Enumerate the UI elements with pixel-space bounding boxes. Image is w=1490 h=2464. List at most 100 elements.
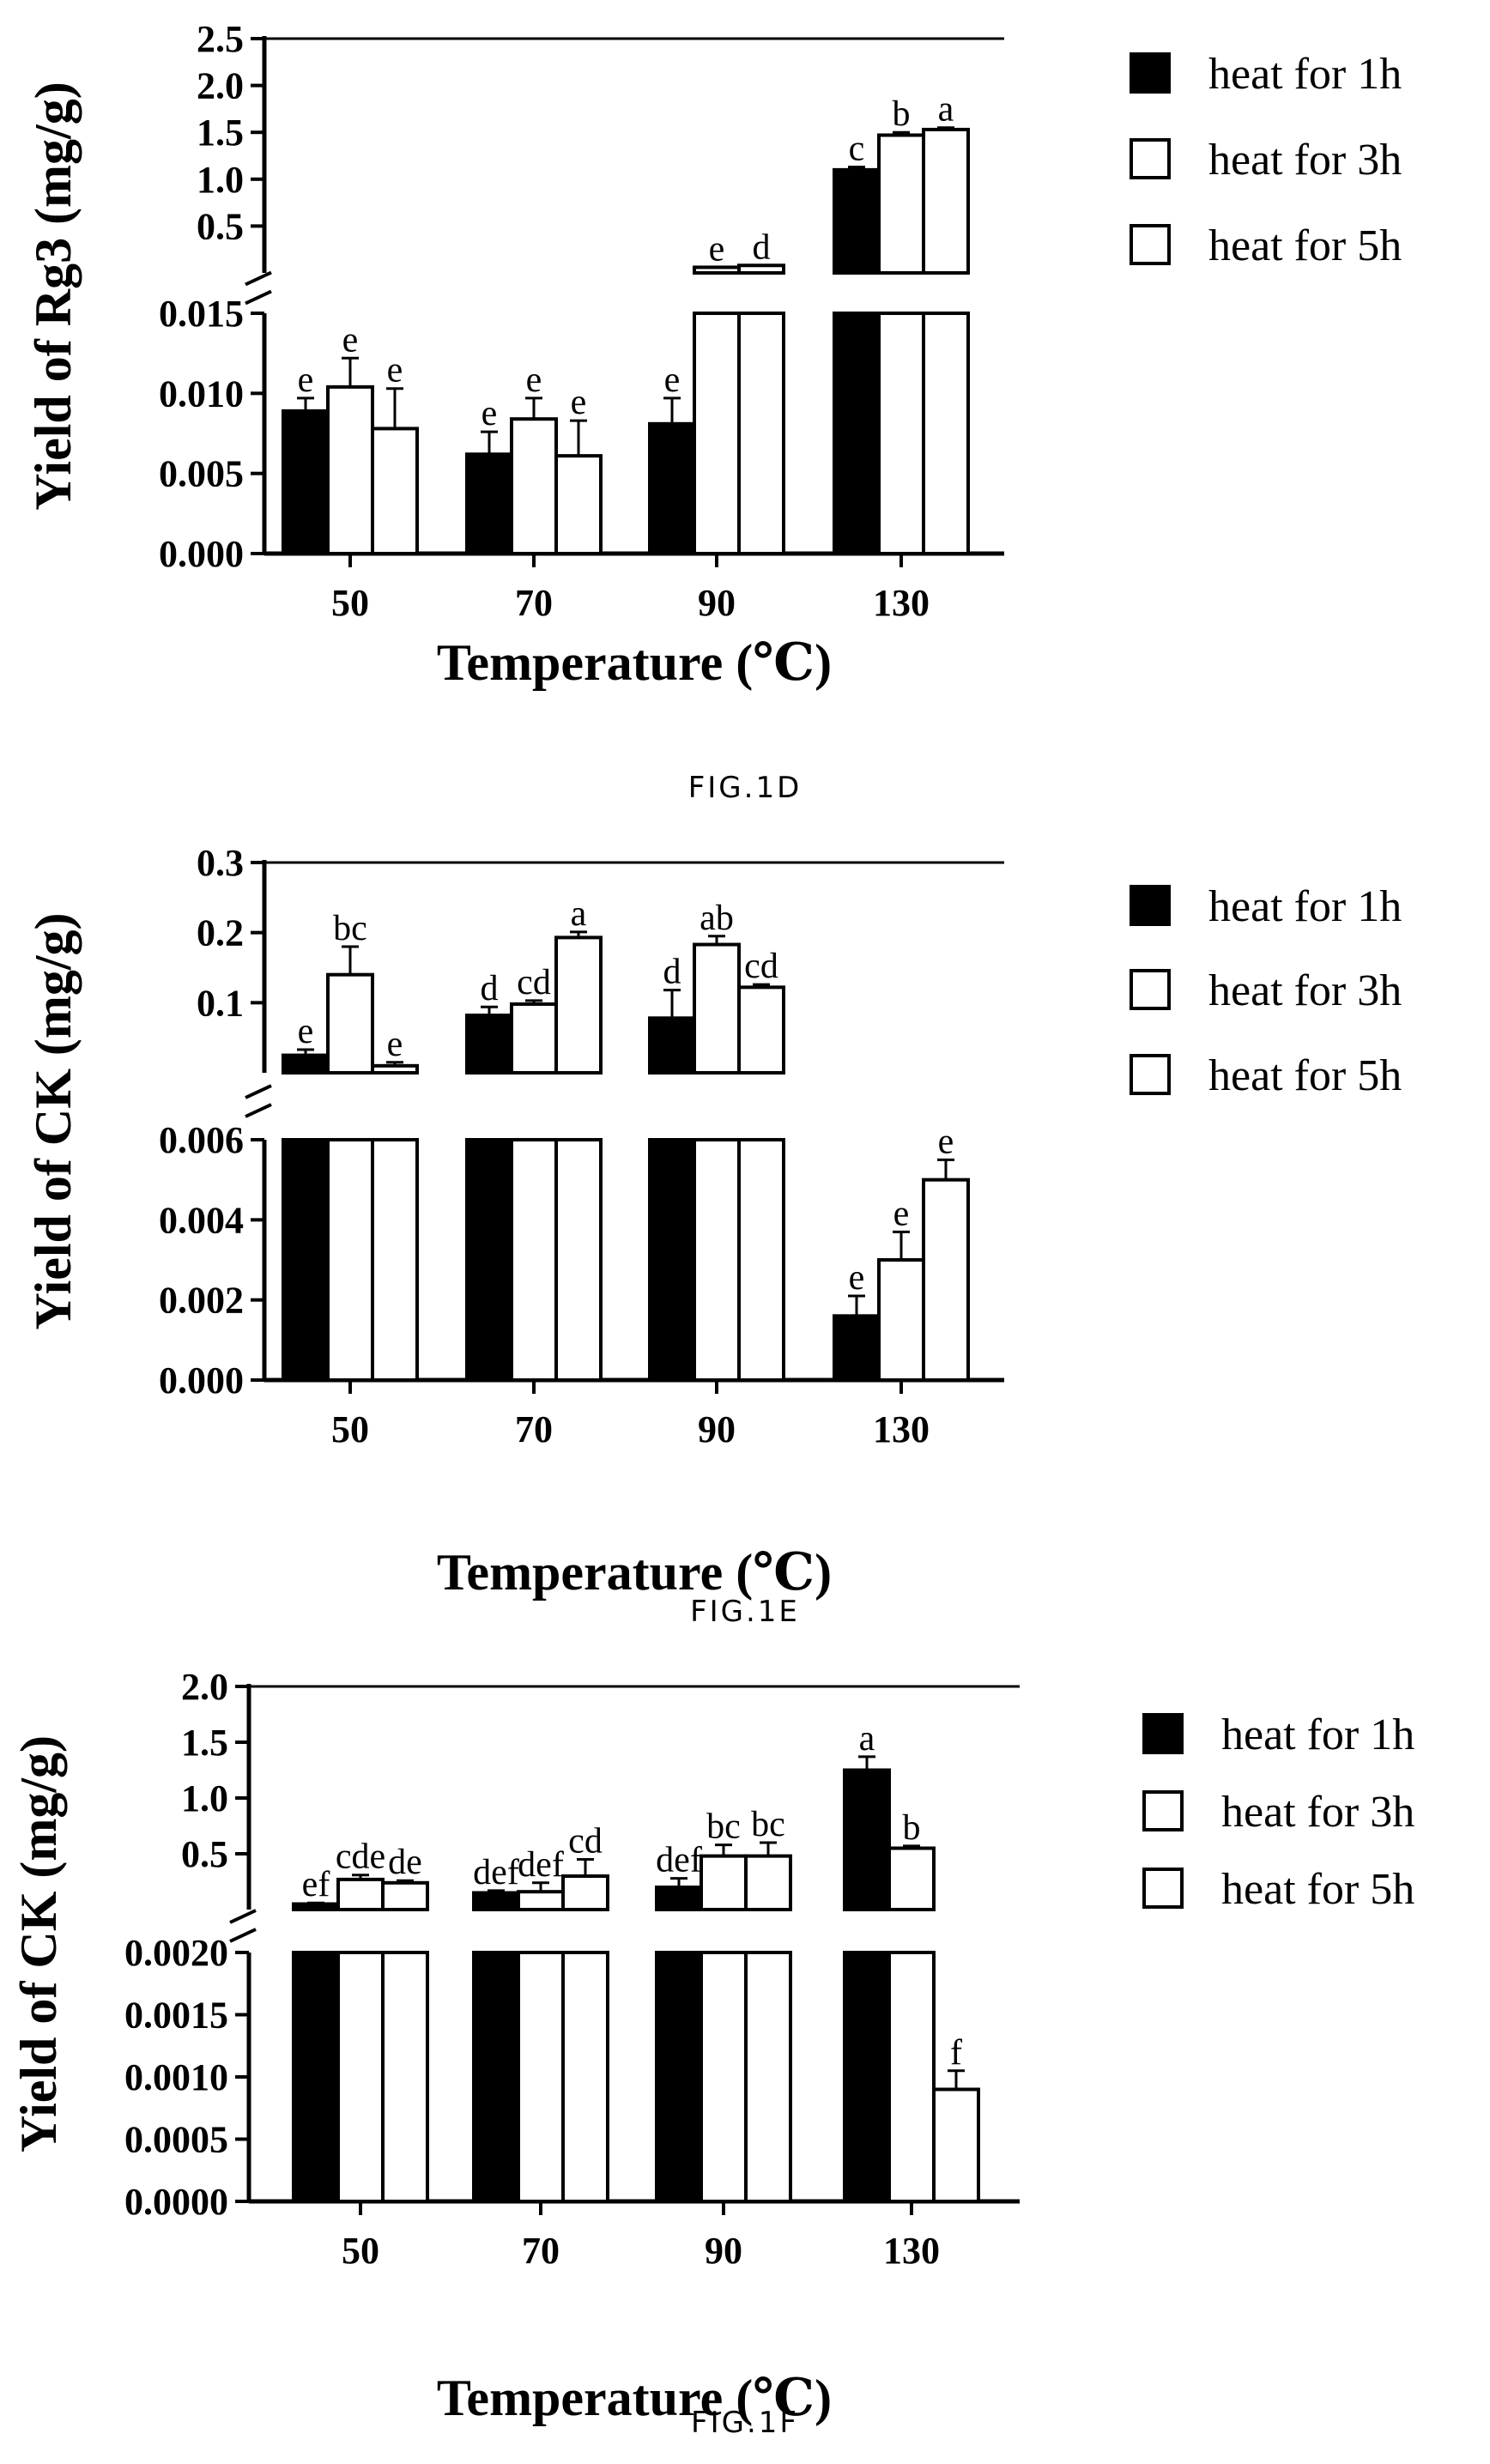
x-axis-title: Temperature (℃) [437,2370,832,2426]
significance-label: e [298,1012,314,1051]
x-tick-label: 50 [331,582,369,624]
axis-break-mark [229,1909,257,1924]
bar-heat-for-5h-90-lower [744,1951,792,2203]
significance-label: e [298,360,314,400]
bar-heat-for-1h-130-lower [843,1951,891,2203]
legend-swatch [1130,1054,1171,1095]
x-tick-label: 50 [331,1408,369,1450]
bar-heat-for-5h-50-lower [381,1951,429,2203]
bar-heat-for-3h-70 [510,417,558,556]
bar-heat-for-5h-70-lower [554,1138,603,1382]
bar-heat-for-3h-130 [877,133,925,275]
figure-caption: FIG.1E [690,1595,800,1629]
bar-heat-for-5h-90 [737,985,785,1075]
legend-label: heat for 5h [1208,221,1402,270]
figure-caption: FIG.1F [691,2406,799,2440]
legend-swatch [1130,885,1171,926]
significance-label: a [859,1719,875,1759]
significance-label: b [903,1808,921,1848]
significance-label: e [387,351,403,390]
bar-heat-for-1h-90 [655,1886,703,1911]
legend-label: heat for 3h [1221,1788,1414,1837]
bar-heat-for-5h-90 [744,1854,792,1912]
bar-heat-for-1h-50-lower [282,1138,330,1382]
significance-label: e [526,360,542,400]
y-tick-label: 2.0 [197,65,244,107]
x-tick-label: 70 [515,1408,553,1450]
bar-heat-for-5h-70 [554,935,603,1075]
y-tick-label: 0.002 [159,1280,244,1322]
axis-break-mark [229,1928,257,1943]
significance-label: e [664,360,681,400]
bar-heat-for-1h-70-lower [472,1951,520,2203]
significance-label: a [571,894,587,934]
bar-heat-for-1h-130 [833,1314,881,1383]
significance-label: e [342,320,359,360]
legend-swatch [1142,1713,1184,1754]
bar-heat-for-1h-50 [282,409,330,555]
bar-heat-for-5h-50 [381,1880,429,1912]
significance-label: cde [336,1837,385,1877]
bar-heat-for-3h-70-lower [510,1138,558,1382]
axis-break-mark [245,1084,272,1099]
bar-heat-for-1h-50-lower [292,1951,340,2203]
bar-heat-for-3h-50-lower [336,1951,385,2203]
legend-label: heat for 5h [1221,1865,1414,1914]
y-tick-label: 0.2 [197,912,244,954]
axis-break-mark [245,1103,272,1118]
y-tick-label: 0.5 [181,1833,228,1875]
y-tick-label: 0.015 [159,293,244,335]
bar-heat-for-3h-70 [517,1890,565,1911]
y-tick-label: 1.0 [197,159,244,201]
y-axis-title: Yield of CK (mg/g) [25,912,82,1329]
bar-heat-for-1h-90-lower [648,1138,696,1382]
bar-heat-for-3h-130-lower [887,1951,936,2203]
axis-break-mark [245,270,272,287]
y-tick-label: 0.000 [159,1359,244,1402]
bar-heat-for-3h-50 [326,972,374,1075]
y-tick-label: 0.010 [159,372,244,415]
significance-label: bc [751,1805,785,1844]
significance-label: bc [706,1807,741,1847]
y-tick-label: 1.5 [197,112,244,154]
y-tick-label: 0.0015 [124,1995,228,2037]
x-tick-label: 90 [705,2230,742,2272]
bar-heat-for-3h-130-lower [877,312,925,555]
bar-heat-for-3h-50 [336,1877,385,1911]
bar-heat-for-3h-50-lower [326,1138,374,1382]
significance-label: e [893,1194,910,1233]
bar-heat-for-1h-70 [465,452,513,555]
x-tick-label: 130 [873,582,930,624]
y-tick-label: 0.004 [159,1199,244,1241]
significance-label: def [656,1841,702,1880]
x-axis-title: Temperature (℃) [437,634,832,691]
bar-heat-for-3h-90-lower [700,1951,748,2203]
bar-heat-for-3h-90 [700,1854,748,1912]
legend-swatch [1130,969,1171,1010]
bar-heat-for-5h-90 [737,263,785,275]
bar-heat-for-1h-70 [472,1891,520,1911]
x-tick-label: 130 [883,2230,940,2272]
y-tick-label: 0.0010 [124,2056,228,2098]
x-axis-title: Temperature (℃) [437,1544,832,1601]
bar-heat-for-3h-50 [326,384,374,555]
bar-heat-for-1h-70 [465,1014,513,1075]
bar-heat-for-3h-130 [887,1846,936,1911]
significance-label: c [849,130,865,169]
y-tick-label: 0.0020 [124,1932,228,1974]
bar-heat-for-5h-70-lower [561,1951,609,2203]
significance-label: a [938,90,954,130]
significance-label: d [663,953,681,992]
bar-heat-for-1h-50 [292,1902,340,1911]
significance-label: f [950,2033,962,2073]
legend-label: heat for 1h [1221,1710,1414,1759]
y-tick-label: 0.0005 [124,2119,228,2161]
bar-heat-for-1h-90-lower [655,1951,703,2203]
legend-label: heat for 1h [1208,50,1402,99]
significance-label: e [849,1258,865,1298]
x-tick-label: 70 [515,582,553,624]
significance-label: ef [302,1865,330,1904]
bar-heat-for-1h-130-lower [833,312,881,555]
bar-heat-for-3h-70-lower [517,1951,565,2203]
bar-heat-for-5h-70 [561,1874,609,1911]
